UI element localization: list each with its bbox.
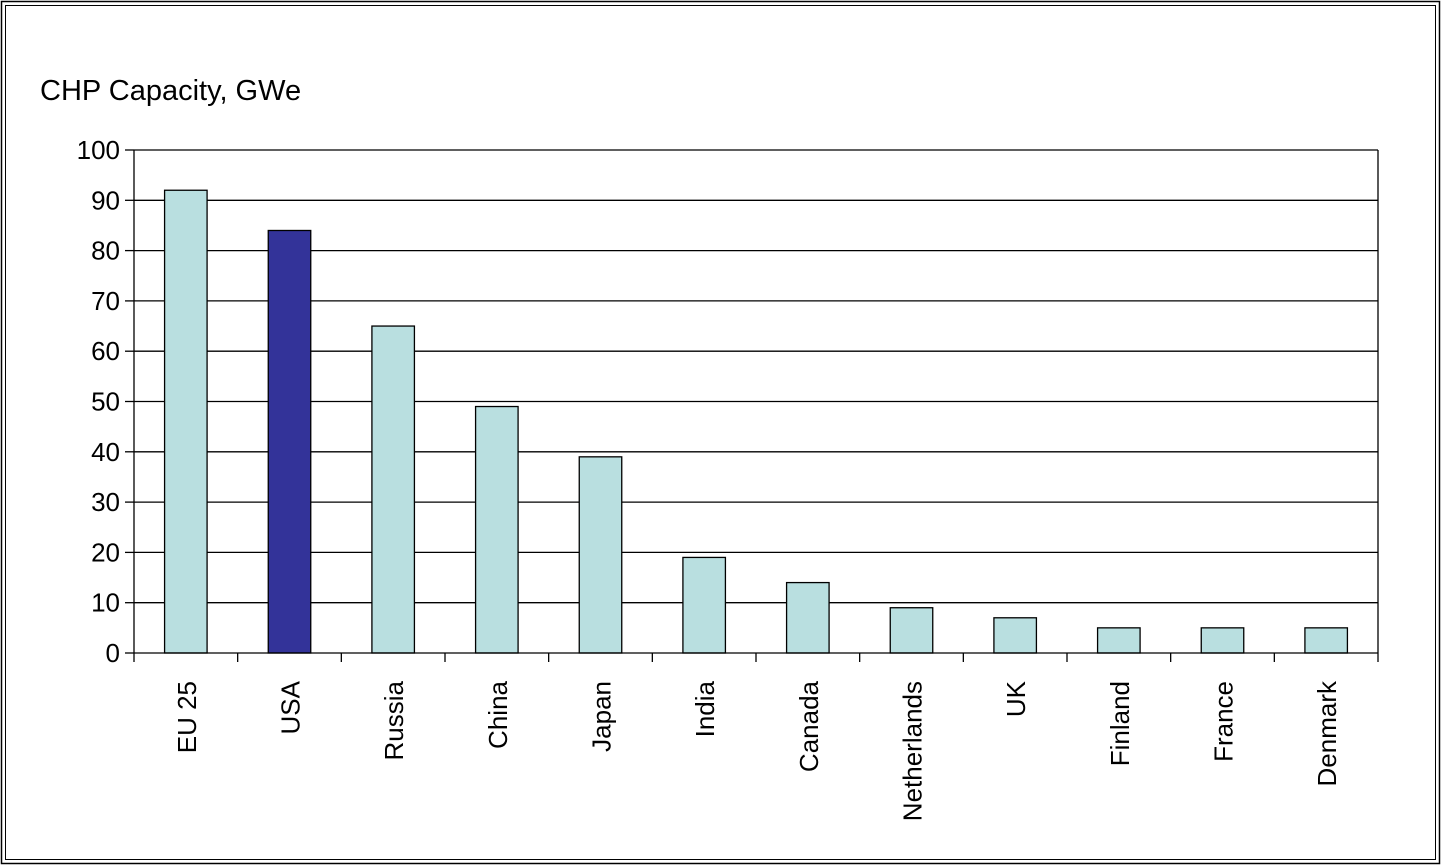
y-tick-labels: 0 10 20 30 40 50 60 70 80 90 100 (77, 135, 120, 668)
y-tick-label: 0 (106, 638, 120, 668)
bar (889, 607, 934, 654)
gridlines (134, 149, 1378, 604)
x-tick-label: India (690, 680, 720, 737)
x-tick-label: Russia (379, 680, 409, 760)
bar (682, 556, 727, 654)
y-tick-label: 20 (91, 537, 120, 567)
y-tick-label: 80 (91, 236, 120, 266)
x-tick-label: UK (1001, 680, 1031, 717)
bar (371, 325, 416, 654)
x-tick-label: Japan (587, 681, 617, 752)
x-tick-labels: EU 25 USA Russia China Japan India Canada Nethe… (172, 680, 1342, 821)
bar (474, 405, 519, 654)
y-tick-label: 40 (91, 437, 120, 467)
y-tick-label: 50 (91, 387, 120, 417)
bar (1200, 627, 1245, 654)
y-tick-label: 90 (91, 185, 120, 215)
y-tick-label: 100 (77, 135, 120, 165)
bar (993, 617, 1038, 654)
x-tick-label: Netherlands (898, 681, 928, 821)
x-tick-label: EU 25 (172, 681, 202, 753)
x-tick-label: Finland (1105, 681, 1135, 766)
y-tick-label: 30 (91, 487, 120, 517)
x-tick-label: Denmark (1312, 680, 1342, 786)
x-tick-label: Canada (794, 680, 824, 772)
axes (125, 149, 1379, 662)
y-tick-label: 60 (91, 336, 120, 366)
bar (578, 456, 623, 654)
y-tick-label: 70 (91, 286, 120, 316)
bar (785, 581, 830, 654)
x-tick-label: China (483, 680, 513, 748)
inner-border (5, 5, 1436, 860)
bars (163, 189, 1349, 654)
x-tick-label: USA (276, 680, 306, 734)
bar (1096, 627, 1141, 654)
bar (267, 229, 312, 654)
y-tick-label: 10 (91, 588, 120, 618)
bar (1304, 627, 1349, 654)
x-tick-label: France (1209, 681, 1239, 762)
chart-title: CHP Capacity, GWe (40, 75, 301, 107)
bar (163, 189, 208, 654)
